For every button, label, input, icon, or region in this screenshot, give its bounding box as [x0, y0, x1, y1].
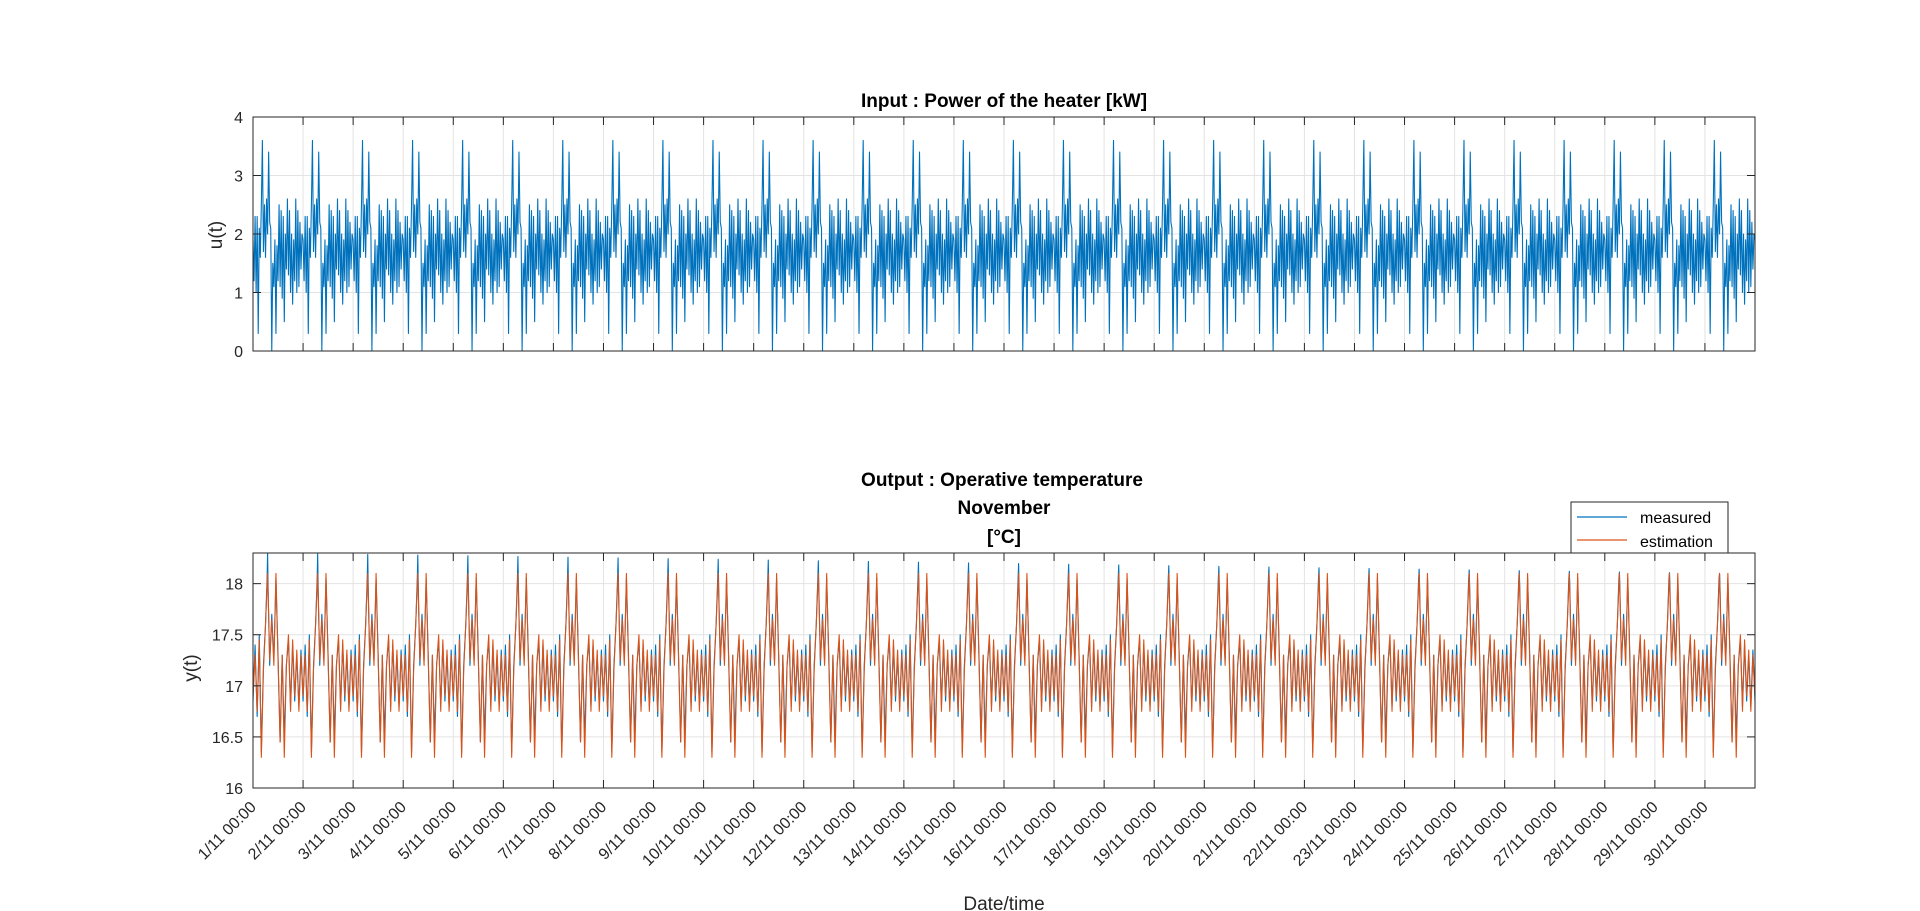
input-power-ylabel: u(t) — [206, 221, 227, 250]
y-tick-label: 4 — [234, 110, 243, 127]
legend-estimation-label: estimation — [1640, 534, 1713, 551]
y-tick-label: 3 — [234, 169, 243, 186]
legend-measured-label: measured — [1640, 510, 1711, 527]
y-tick-label: 2 — [234, 227, 243, 244]
input-power-plot: Input : Power of the heater [kW] u(t) 0 1… — [206, 91, 1756, 361]
input-power-title: Input : Power of the heater [kW] — [861, 91, 1147, 112]
y-tick-label: 17 — [225, 679, 243, 696]
y-tick-label: 1 — [234, 286, 243, 303]
y-tick-label: 0 — [234, 344, 243, 361]
y-tick-label: 18 — [225, 577, 243, 594]
y-tick-label: 16.5 — [212, 730, 243, 747]
y-tick-label: 16 — [225, 781, 243, 798]
input-power-axes-box — [252, 116, 1756, 352]
input-power-series — [252, 139, 1756, 352]
output-temperature-yticks: 16 16.5 17 17.5 18 — [212, 577, 1755, 798]
series-line — [252, 139, 1756, 352]
output-temperature-xlabel: Date/time — [963, 894, 1044, 911]
output-temperature-axes-box — [252, 552, 1756, 789]
output-temperature-title-line-1: Output : Operative temperature — [861, 470, 1143, 491]
output-temperature-title-line-2: November — [958, 498, 1052, 519]
output-temperature-ylabel: y(t) — [181, 654, 202, 681]
output-temperature-title-line-3: [°C] — [987, 527, 1021, 548]
legend: measured estimation — [1570, 501, 1729, 554]
measured-series-line — [252, 552, 1756, 753]
y-tick-label: 17.5 — [212, 628, 243, 645]
input-power-xticks — [302, 117, 1706, 351]
output-temperature-plot: Output : Operative temperature November … — [181, 470, 1756, 911]
legend-box — [1570, 501, 1729, 554]
output-temperature-series — [252, 552, 1756, 758]
estimation-series-line — [252, 572, 1756, 758]
input-power-grid — [253, 117, 1755, 351]
